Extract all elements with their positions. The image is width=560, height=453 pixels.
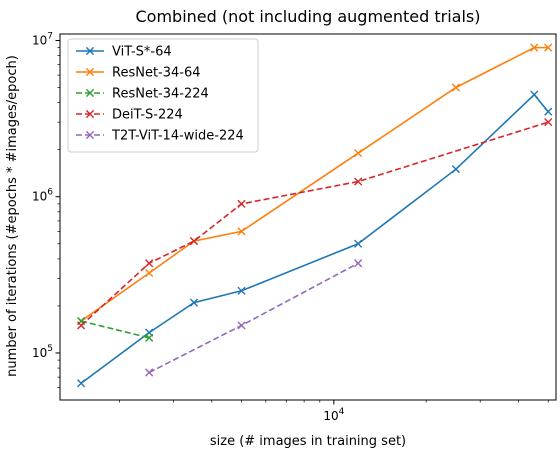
data-point-resnet-34-64 <box>237 227 246 236</box>
data-point-vit-s-64 <box>451 165 460 174</box>
data-point-resnet-34-64 <box>451 83 460 92</box>
marker-x-stroke <box>237 321 246 330</box>
marker-x-stroke <box>530 90 539 99</box>
legend-marker-stroke <box>85 67 95 77</box>
data-point-deit-s-224 <box>544 118 553 127</box>
data-point-resnet-34-64 <box>530 43 539 52</box>
legend-label: DeiT-S-224 <box>112 108 183 123</box>
marker-x-stroke <box>77 321 86 330</box>
data-point-resnet-34-64 <box>544 43 553 52</box>
data-point-vit-s-64 <box>544 107 553 116</box>
axes: 104 105 106 107 <box>32 31 557 423</box>
chart-title: Combined (not including augmented trials… <box>135 7 480 26</box>
marker-x-stroke <box>354 149 363 158</box>
legend: ViT-S*-64 ResNet-34-64 ResNet-34-224 DeiT-S… <box>67 38 259 153</box>
data-point-resnet-34-64 <box>145 268 154 278</box>
legend-label: T2T-ViT-14-wide-224 <box>111 129 244 144</box>
marker-x-stroke <box>145 259 154 268</box>
marker-x-stroke <box>530 43 539 52</box>
marker-x-stroke <box>451 165 460 174</box>
data-point-deit-s-224 <box>189 236 199 246</box>
data-point-vit-s-64 <box>237 286 246 295</box>
marker-x-stroke <box>237 286 246 295</box>
marker-x-stroke <box>145 268 154 278</box>
x-axis-label: size (# images in training set) <box>210 434 406 449</box>
marker-x-stroke <box>189 236 199 246</box>
y-tick-label: 107 <box>32 31 53 47</box>
legend-item-deit-s-224: DeiT-S-224 <box>76 108 183 123</box>
plot-area <box>77 43 553 388</box>
marker-x-stroke <box>237 199 246 208</box>
marker-x-stroke <box>354 177 363 186</box>
marker-x-stroke <box>544 118 553 127</box>
legend-item-t2t-vit-14-wide-224: T2T-ViT-14-wide-224 <box>76 129 244 144</box>
y-tick-label: 106 <box>32 188 53 204</box>
series-line-vit-s-64 <box>80 93 549 384</box>
data-point-t2t-vit-14-wide-224 <box>237 321 246 330</box>
data-point-resnet-34-64 <box>354 149 363 158</box>
legend-box <box>67 38 259 153</box>
data-point-resnet-34-224 <box>145 333 154 342</box>
series-line-deit-s-224 <box>80 121 549 327</box>
data-point-t2t-vit-14-wide-224 <box>145 368 154 377</box>
data-point-t2t-vit-14-wide-224 <box>354 259 363 268</box>
marker-x-stroke <box>145 368 154 377</box>
legend-label: ResNet-34-224 <box>112 87 209 102</box>
data-point-vit-s-64 <box>189 298 199 307</box>
data-point-vit-s-64 <box>530 90 539 99</box>
y-tick-label: 105 <box>32 344 53 360</box>
legend-marker-stroke <box>85 88 95 98</box>
x-tick-label: 104 <box>323 407 344 423</box>
marker-x-stroke <box>354 259 363 268</box>
legend-item-resnet-34-224: ResNet-34-224 <box>76 87 209 102</box>
legend-item-resnet-34-64: ResNet-34-64 <box>76 66 201 81</box>
legend-item-vit-s-64: ViT-S*-64 <box>76 45 172 60</box>
data-point-deit-s-224 <box>354 177 363 186</box>
data-point-vit-s-64 <box>354 239 363 248</box>
plot-frame <box>59 33 557 401</box>
data-point-deit-s-224 <box>145 259 154 268</box>
legend-label: ViT-S*-64 <box>112 45 172 60</box>
y-axis-label: number of iterations (#epochs * #images/… <box>5 55 20 377</box>
legend-marker-stroke <box>85 46 95 56</box>
marker-x-stroke <box>189 298 199 307</box>
data-point-deit-s-224 <box>77 321 86 330</box>
data-point-deit-s-224 <box>237 199 246 208</box>
marker-x-stroke <box>145 333 154 342</box>
marker-x-stroke <box>354 239 363 248</box>
marker-x-stroke <box>237 227 246 236</box>
marker-x-stroke <box>77 379 86 388</box>
data-point-vit-s-64 <box>77 379 86 388</box>
series-line-resnet-34-224 <box>80 320 150 339</box>
legend-marker-stroke <box>85 130 95 140</box>
legend-label: ResNet-34-64 <box>112 66 201 81</box>
marker-x-stroke <box>544 43 553 52</box>
marker-x-stroke <box>451 83 460 92</box>
marker-x-stroke <box>544 107 553 116</box>
legend-marker-stroke <box>85 109 95 119</box>
